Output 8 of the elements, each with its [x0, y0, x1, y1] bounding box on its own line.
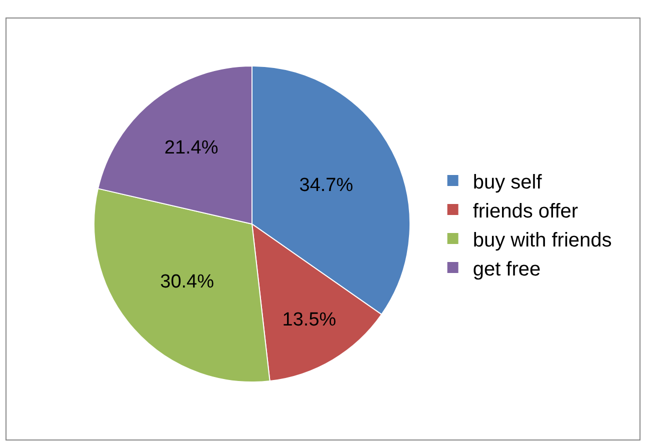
legend-label: buy self	[472, 171, 542, 194]
legend-label: friends offer	[472, 200, 578, 222]
data-label: 34.7%	[299, 174, 354, 196]
legend-label: buy with friends	[472, 229, 612, 252]
legend-label: get free	[472, 258, 541, 280]
data-label: 30.4%	[160, 271, 214, 292]
data-label: 13.5%	[282, 310, 336, 331]
data-label: 21.4%	[164, 137, 218, 158]
